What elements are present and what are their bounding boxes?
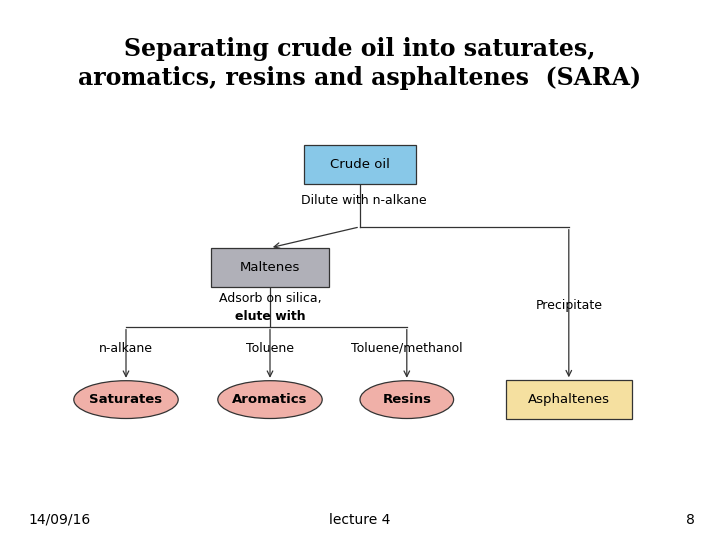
Text: 14/09/16: 14/09/16 xyxy=(29,512,91,526)
Text: n-alkane: n-alkane xyxy=(99,342,153,355)
Ellipse shape xyxy=(73,381,179,418)
Text: 8: 8 xyxy=(686,512,695,526)
Text: Crude oil: Crude oil xyxy=(330,158,390,171)
Text: elute with: elute with xyxy=(235,310,305,323)
Text: Adsorb on silica,: Adsorb on silica, xyxy=(219,292,321,305)
Text: Aromatics: Aromatics xyxy=(233,393,307,406)
Ellipse shape xyxy=(217,381,323,418)
Text: Asphaltenes: Asphaltenes xyxy=(528,393,610,406)
FancyBboxPatch shape xyxy=(304,145,416,184)
Text: Precipitate: Precipitate xyxy=(535,299,603,312)
Text: Saturates: Saturates xyxy=(89,393,163,406)
Text: Toluene: Toluene xyxy=(246,342,294,355)
Text: Dilute with n-alkane: Dilute with n-alkane xyxy=(301,194,426,207)
Text: lecture 4: lecture 4 xyxy=(329,512,391,526)
Ellipse shape xyxy=(360,381,454,418)
FancyBboxPatch shape xyxy=(210,248,330,287)
Text: Maltenes: Maltenes xyxy=(240,261,300,274)
Text: Resins: Resins xyxy=(382,393,431,406)
Text: aromatics, resins and asphaltenes  (SARA): aromatics, resins and asphaltenes (SARA) xyxy=(78,66,642,90)
FancyBboxPatch shape xyxy=(505,380,632,419)
Text: Separating crude oil into saturates,: Separating crude oil into saturates, xyxy=(125,37,595,60)
Text: Toluene/methanol: Toluene/methanol xyxy=(351,342,463,355)
